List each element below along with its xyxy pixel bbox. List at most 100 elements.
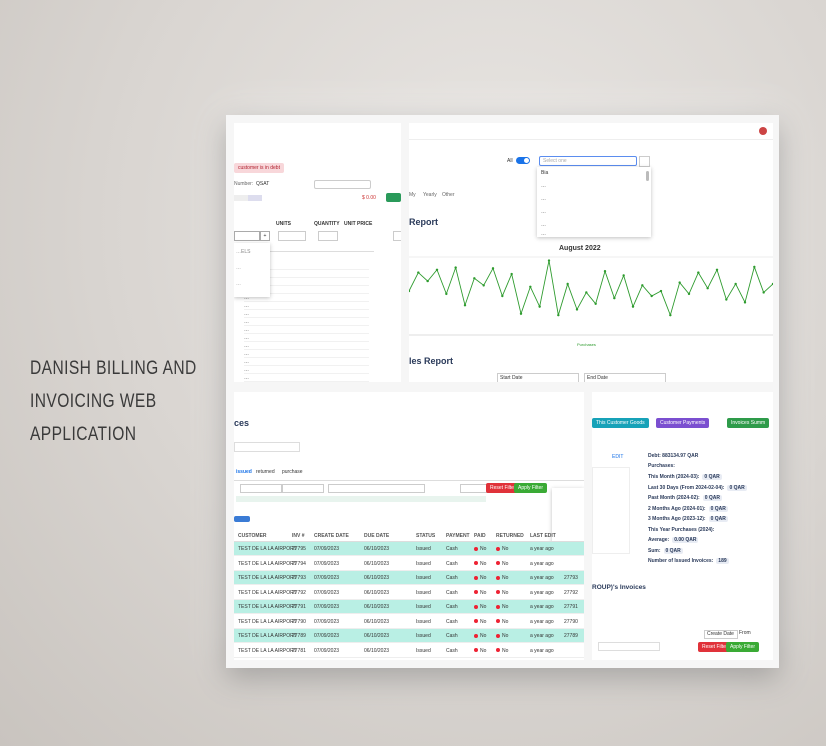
period-tab[interactable]: Other — [442, 192, 455, 198]
column-header[interactable]: RETURNED — [496, 533, 524, 539]
data-point[interactable] — [697, 271, 700, 274]
suggestion-item[interactable]: … — [236, 265, 241, 271]
cell-action[interactable]: 27789 — [564, 633, 578, 639]
data-point[interactable] — [613, 296, 616, 300]
product-row[interactable]: … — [244, 295, 369, 302]
data-point[interactable] — [557, 313, 560, 317]
data-point[interactable] — [519, 312, 523, 315]
data-point[interactable] — [501, 294, 504, 298]
dropdown-item[interactable]: … — [541, 196, 546, 202]
customer-payments-button[interactable]: Customer Payments — [656, 418, 710, 428]
column-header[interactable]: LAST EDIT — [530, 533, 556, 539]
table-row[interactable]: TEST DE LA LA AIRPORT 27792 07/09/2023 06/1… — [234, 585, 584, 600]
end-date-input[interactable]: End Date — [584, 373, 666, 382]
data-point[interactable] — [725, 298, 728, 301]
product-row[interactable]: … — [244, 359, 369, 366]
data-point[interactable] — [575, 308, 579, 311]
data-point[interactable] — [669, 313, 672, 317]
edit-link[interactable]: EDIT — [612, 454, 624, 460]
customer-filter-input[interactable] — [328, 484, 425, 493]
data-point[interactable] — [585, 291, 588, 294]
table-row[interactable]: TEST DE LA LA AIRPORT 27793 07/09/2023 06/1… — [234, 571, 584, 585]
tab-purchase[interactable]: purchase — [282, 469, 303, 475]
column-header[interactable]: INV # — [292, 533, 305, 539]
product-row[interactable]: … — [244, 303, 369, 310]
cell-action[interactable]: 27793 — [564, 575, 578, 581]
customer-goods-button[interactable]: This Customer Goods — [592, 418, 649, 428]
data-point[interactable] — [491, 267, 495, 270]
data-point[interactable] — [435, 268, 439, 271]
all-toggle[interactable] — [516, 157, 530, 164]
search-input[interactable] — [234, 442, 300, 452]
table-row[interactable]: TEST DE LA LA AIRPORT 27791 07/09/2023 06/1… — [234, 600, 584, 614]
dropdown-item[interactable]: Bia — [541, 170, 549, 176]
cell-action[interactable]: 27791 — [564, 604, 578, 610]
select-clear-button[interactable] — [639, 156, 650, 167]
data-point[interactable] — [631, 305, 635, 308]
data-point[interactable] — [473, 277, 476, 280]
column-header[interactable]: DUE DATE — [364, 533, 390, 539]
product-row[interactable]: … — [244, 375, 369, 382]
dropdown-item[interactable]: … — [541, 209, 546, 215]
data-point[interactable] — [566, 282, 569, 286]
table-row[interactable]: TEST DE LA LA AIRPORT 27794 07/09/2023 06/1… — [234, 556, 584, 571]
data-point[interactable] — [678, 281, 681, 284]
column-header[interactable]: CREATE DATE — [314, 533, 349, 539]
form-tab-active[interactable] — [248, 195, 262, 201]
table-row[interactable]: TEST DE LA LA AIRPORT 27789 07/09/2023 06/1… — [234, 629, 584, 643]
data-point[interactable] — [454, 266, 457, 269]
period-tab[interactable]: Yearly — [423, 192, 437, 198]
data-point[interactable] — [463, 304, 467, 307]
data-point[interactable] — [659, 289, 663, 293]
add-product-button[interactable]: + — [260, 231, 270, 241]
data-point[interactable] — [753, 265, 756, 269]
form-tab[interactable] — [234, 195, 248, 201]
data-point[interactable] — [641, 284, 644, 287]
tab-issued[interactable]: issued — [236, 469, 252, 475]
table-row[interactable]: TEST DE LA LA AIRPORT 27790 07/09/2023 06/1… — [234, 614, 584, 629]
data-point[interactable] — [603, 269, 607, 273]
row-action-button[interactable] — [393, 231, 401, 241]
date-picker[interactable] — [552, 488, 584, 544]
data-point[interactable] — [762, 291, 765, 294]
data-point[interactable] — [734, 282, 737, 286]
cell-action[interactable]: 27790 — [564, 618, 578, 625]
dropdown-item[interactable]: … — [541, 183, 546, 189]
paid-filter-select[interactable] — [240, 484, 282, 493]
data-point[interactable] — [482, 284, 485, 287]
dropdown-item[interactable]: … — [541, 222, 546, 228]
tab-returned[interactable]: returned — [256, 469, 275, 475]
data-point[interactable] — [538, 305, 541, 308]
product-input[interactable] — [234, 231, 260, 241]
data-point[interactable] — [547, 259, 551, 262]
data-point[interactable] — [687, 292, 691, 296]
product-row[interactable]: … — [244, 311, 369, 318]
data-point[interactable] — [510, 272, 513, 276]
period-tab[interactable]: My — [409, 192, 416, 198]
table-row[interactable]: TEST DE LA LA AIRPORT 27795 07/09/2023 06/1… — [234, 542, 584, 556]
suggestion-item[interactable]: … — [236, 281, 241, 287]
customer-select[interactable]: Select one — [539, 156, 637, 166]
cell-action[interactable]: 27792 — [564, 589, 578, 596]
apply-filter-button[interactable]: Apply Filter — [514, 483, 548, 493]
data-point[interactable] — [715, 268, 719, 271]
data-point[interactable] — [594, 302, 597, 305]
data-point[interactable] — [743, 301, 747, 304]
data-point[interactable] — [529, 285, 532, 288]
data-point[interactable] — [771, 282, 773, 286]
create-date-select[interactable]: Create Date — [704, 630, 738, 639]
start-date-input[interactable]: Start Date — [497, 373, 579, 382]
product-row[interactable]: … — [244, 335, 369, 342]
data-point[interactable] — [409, 289, 411, 293]
data-point[interactable] — [622, 274, 625, 277]
product-row[interactable]: … — [244, 367, 369, 374]
quantity-stepper[interactable] — [318, 231, 338, 241]
column-header[interactable]: PAID — [474, 533, 486, 539]
dropdown-scrollbar[interactable] — [646, 171, 649, 181]
save-button[interactable] — [386, 193, 401, 202]
column-header[interactable]: STATUS — [416, 533, 436, 539]
customer-filter-input[interactable] — [598, 642, 660, 651]
column-header[interactable]: CUSTOMER — [238, 533, 267, 539]
customer-select[interactable] — [314, 180, 371, 189]
table-row[interactable]: TEST DE LA LA AIRPORT 27781 07/09/2023 06/1… — [234, 643, 584, 658]
